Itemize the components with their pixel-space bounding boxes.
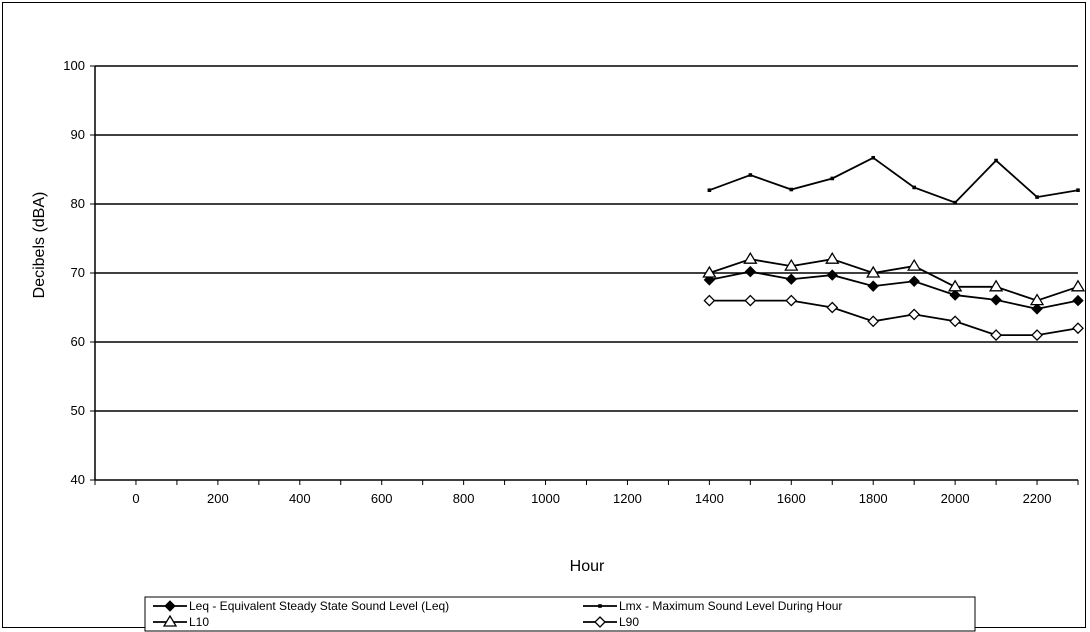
series-0-point-1800 (867, 280, 879, 292)
x-axis-title: Hour (570, 558, 605, 575)
x-tick-label-1400: 1400 (695, 491, 724, 506)
series-2-point-2200 (1029, 293, 1045, 306)
legend-box (144, 596, 976, 632)
series-0-point-2200 (1031, 303, 1043, 315)
x-tick-label-0: 0 (132, 491, 139, 506)
series-1-point-2000 (953, 200, 957, 205)
series-2-point-1700 (825, 251, 840, 264)
series-2-point-2100 (988, 279, 1004, 292)
series-3-point-1600 (785, 294, 798, 307)
series-3-point-2000 (949, 315, 962, 328)
legend-item-0: Leq - Equivalent Steady State Sound Leve… (153, 599, 449, 613)
y-tick-label-70: 70 (71, 265, 85, 280)
legend-item-3: L90 (583, 615, 639, 629)
series-2-point-1800 (866, 265, 881, 278)
series-1-point-1600 (789, 187, 794, 192)
series-2-point-1900 (907, 258, 922, 271)
series-1-point-1800 (871, 155, 876, 160)
series-2-point-1500 (743, 251, 758, 264)
x-tick-label-1000: 1000 (531, 491, 560, 506)
legend-swatch-marker-0 (164, 600, 176, 612)
series-1-point-2100 (994, 158, 998, 163)
y-tick-label-60: 60 (71, 334, 85, 349)
x-tick-label-400: 400 (289, 491, 311, 506)
series-0-point-1900 (908, 275, 920, 287)
series-2-point-2000 (947, 279, 963, 292)
legend-swatch-marker-3 (594, 616, 606, 628)
series-3-point-1500 (744, 294, 757, 307)
legend-label-2: L10 (189, 615, 209, 629)
x-tick-label-200: 200 (207, 491, 229, 506)
series-2-point-1400 (702, 265, 717, 278)
series-3-point-2200 (1031, 329, 1043, 342)
series-0-point-2000 (949, 289, 961, 301)
series-2-point-2300 (1070, 279, 1086, 292)
x-tick-label-2000: 2000 (941, 491, 970, 506)
x-tick-label-2200: 2200 (1023, 491, 1052, 506)
x-tick-label-800: 800 (453, 491, 475, 506)
series-3-point-1700 (826, 301, 839, 314)
x-tick-label-600: 600 (371, 491, 393, 506)
series-1-point-2300 (1076, 188, 1080, 192)
series-1-point-2200 (1035, 195, 1039, 199)
x-tick-label-1600: 1600 (777, 491, 806, 506)
legend-label-3: L90 (619, 615, 639, 629)
series-1 (707, 155, 1080, 205)
series-line-1 (709, 156, 1079, 204)
series-1-point-1400 (707, 188, 712, 192)
y-axis-title: Decibels (dBA) (31, 192, 48, 299)
series-3-point-1800 (867, 315, 880, 328)
series-0 (703, 265, 1084, 315)
series-3-point-2300 (1072, 322, 1084, 335)
series-0-point-2300 (1072, 294, 1084, 307)
y-tick-label-90: 90 (71, 127, 85, 142)
series-2 (702, 251, 1086, 306)
legend: Leq - Equivalent Steady State Sound Leve… (144, 596, 976, 632)
series-3 (703, 294, 1084, 342)
y-tick-label-40: 40 (71, 472, 85, 487)
series-0-point-1500 (744, 265, 757, 278)
legend-item-2: L10 (153, 614, 209, 629)
legend-label-0: Leq - Equivalent Steady State Sound Leve… (189, 599, 449, 613)
x-tick-label-1800: 1800 (859, 491, 888, 506)
x-axis-ticks: 0 200 400 600 800 1000 1200 1400 1600 1800 2000 220… (94, 480, 1079, 506)
series-line-2 (709, 258, 1079, 302)
series-line-3 (709, 299, 1079, 337)
series-0-point-1600 (785, 273, 797, 285)
grid-lines (95, 65, 1078, 412)
series-0-point-1700 (826, 269, 838, 281)
series-2-point-1600 (784, 258, 799, 271)
series-line-0 (709, 270, 1079, 310)
series-1-point-1700 (830, 176, 835, 181)
series-3-point-2100 (990, 329, 1003, 342)
series-1-point-1900 (912, 185, 916, 190)
y-axis-ticks: 40 50 60 70 80 90 100 (63, 58, 95, 487)
legend-swatch-marker-1 (598, 604, 602, 608)
series-3-point-1400 (703, 294, 716, 307)
series-3-point-1900 (908, 308, 921, 321)
y-tick-label-50: 50 (71, 403, 85, 418)
legend-swatch-marker-2 (162, 614, 178, 627)
legend-label-1: Lmx - Maximum Sound Level During Hour (619, 599, 842, 613)
x-tick-label-1200: 1200 (613, 491, 642, 506)
series-group (702, 155, 1086, 342)
series-1-point-1500 (748, 173, 753, 177)
series-0-point-2100 (990, 294, 1002, 306)
y-tick-label-80: 80 (71, 196, 85, 211)
y-tick-label-100: 100 (63, 58, 85, 73)
legend-item-1: Lmx - Maximum Sound Level During Hour (583, 599, 842, 613)
